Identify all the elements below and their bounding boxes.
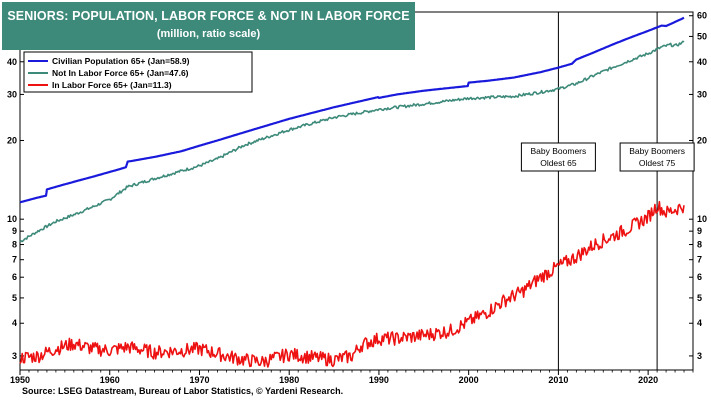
x-tick-label: 2010 [548, 375, 568, 385]
y-tick-label-left: 10 [7, 214, 17, 224]
y-tick-label-right: 40 [697, 57, 707, 67]
series-line-1 [19, 40, 685, 243]
y-tick-label-left: 30 [7, 89, 17, 99]
y-tick-label-right: 60 [697, 11, 707, 21]
annotation-text: Oldest 75 [639, 158, 676, 168]
y-tick-label-left: 40 [7, 57, 17, 67]
x-tick-label: 1970 [189, 375, 209, 385]
legend-label: Civilian Population 65+ (Jan=58.9) [52, 56, 190, 66]
y-tick-label-right: 3 [697, 351, 702, 361]
x-tick-label: 2020 [638, 375, 658, 385]
x-tick-label: 1990 [369, 375, 389, 385]
y-tick-label-right: 30 [697, 89, 707, 99]
y-tick-label-right: 4 [697, 318, 702, 328]
y-tick-label-left: 9 [12, 226, 17, 236]
y-tick-label-left: 3 [12, 351, 17, 361]
y-tick-label-left: 7 [12, 255, 17, 265]
annotation-text: Oldest 65 [540, 158, 577, 168]
y-tick-label-right: 7 [697, 255, 702, 265]
y-tick-label-left: 20 [7, 135, 17, 145]
chart-subtitle: (million, ratio scale) [156, 28, 261, 40]
annotation-box [520, 142, 596, 172]
y-tick-label-right: 50 [697, 31, 707, 41]
source-note: Source: LSEG Datastream, Bureau of Labor… [22, 386, 344, 396]
legend-label: Not In Labor Force 65+ (Jan=47.6) [52, 68, 189, 78]
x-tick-label: 1980 [279, 375, 299, 385]
annotation-text: Baby Boomers [629, 146, 685, 156]
y-tick-label-left: 8 [12, 240, 17, 250]
y-tick-label-right: 6 [697, 272, 702, 282]
annotation-text: Baby Boomers [531, 146, 587, 156]
y-tick-label-right: 5 [697, 293, 702, 303]
x-tick-label: 2000 [459, 375, 479, 385]
annotation-box [619, 142, 695, 172]
y-tick-label-right: 20 [697, 135, 707, 145]
y-tick-label-left: 4 [12, 318, 17, 328]
x-tick-label: 1960 [100, 375, 120, 385]
series-line-0 [19, 16, 685, 204]
y-tick-label-right: 8 [697, 240, 702, 250]
y-tick-label-right: 9 [697, 226, 702, 236]
series-line-2 [19, 200, 685, 368]
y-tick-label-left: 5 [12, 293, 17, 303]
x-tick-label: 1950 [10, 375, 30, 385]
chart-title-box: SENIORS: POPULATION, LABOR FORCE & NOT I… [2, 2, 415, 50]
y-tick-label-left: 6 [12, 272, 17, 282]
y-tick-label-right: 10 [697, 214, 707, 224]
chart-title: SENIORS: POPULATION, LABOR FORCE & NOT I… [7, 9, 410, 23]
legend-label: In Labor Force 65+ (Jan=11.3) [52, 80, 172, 90]
legend-box [23, 51, 253, 93]
